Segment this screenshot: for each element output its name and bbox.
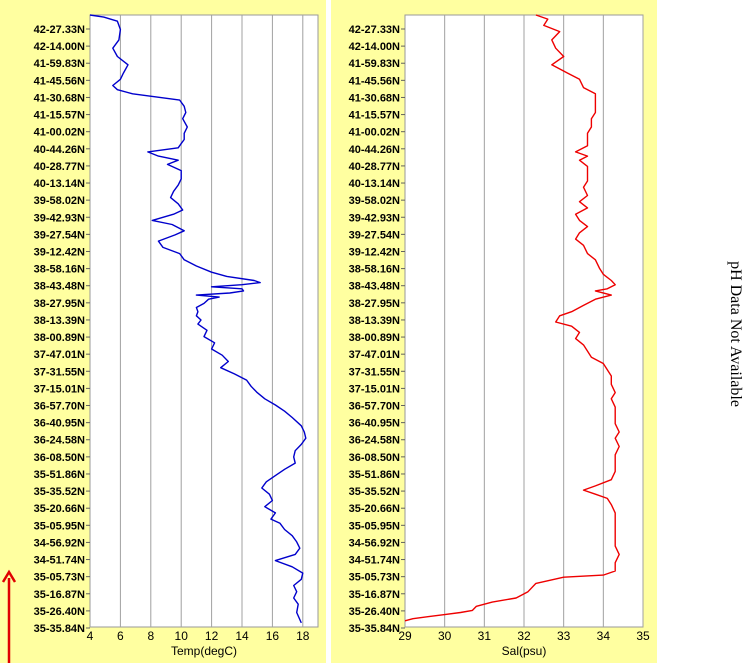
- sal-y-tick-label: 38-00.89N: [349, 332, 400, 344]
- temp-y-tick-label: 42-27.33N: [34, 24, 85, 36]
- sal-x-axis-label: Sal(psu): [502, 644, 547, 658]
- temp-y-tick-label: 40-13.14N: [34, 178, 85, 190]
- temp-y-tick-label: 36-57.70N: [34, 401, 85, 413]
- sal-y-tick-label: 38-58.16N: [349, 264, 400, 276]
- sal-y-tick-label: 35-05.73N: [349, 572, 400, 584]
- temp-y-tick-label: 41-30.68N: [34, 92, 85, 104]
- sal-y-tick-label: 41-15.57N: [349, 110, 400, 122]
- temp-y-tick-label: 35-26.40N: [34, 606, 85, 618]
- temp-y-tick-label: 41-45.56N: [34, 75, 85, 87]
- temp-y-tick-label: 37-47.01N: [34, 349, 85, 361]
- temp-y-tick-label: 38-00.89N: [34, 332, 85, 344]
- sal-y-tick-label: 42-14.00N: [349, 41, 400, 53]
- temp-y-tick-label: 38-27.95N: [34, 298, 85, 310]
- sal-x-tick-label: 35: [636, 629, 650, 643]
- sal-y-tick-label: 38-43.48N: [349, 281, 400, 293]
- temp-x-tick-label: 18: [296, 629, 310, 643]
- sal-x-tick-label: 29: [398, 629, 412, 643]
- sal-y-tick-label: 39-27.54N: [349, 229, 400, 241]
- temp-y-tick-label: 36-24.58N: [34, 435, 85, 447]
- sal-y-tick-label: 36-40.95N: [349, 418, 400, 430]
- sal-x-tick-label: 30: [438, 629, 452, 643]
- sal-y-tick-label: 37-47.01N: [349, 349, 400, 361]
- temp-y-tick-label: 35-20.66N: [34, 503, 85, 515]
- north-arrow: [1, 569, 17, 663]
- temp-x-tick-label: 10: [175, 629, 189, 643]
- sal-y-tick-label: 39-42.93N: [349, 212, 400, 224]
- sal-y-tick-label: 34-56.92N: [349, 537, 400, 549]
- temp-y-tick-label: 39-12.42N: [34, 246, 85, 258]
- sal-y-tick-label: 36-24.58N: [349, 435, 400, 447]
- sal-x-tick-label: 33: [557, 629, 571, 643]
- temp-y-tick-label: 37-31.55N: [34, 366, 85, 378]
- sal-y-tick-label: 40-13.14N: [349, 178, 400, 190]
- temp-y-tick-label: 38-13.39N: [34, 315, 85, 327]
- sal-y-tick-label: 38-13.39N: [349, 315, 400, 327]
- temp-y-tick-label: 41-00.02N: [34, 127, 85, 139]
- temp-y-tick-label: 35-05.73N: [34, 572, 85, 584]
- temp-x-tick-label: 12: [205, 629, 219, 643]
- sal-y-tick-label: 36-08.50N: [349, 452, 400, 464]
- sal-y-tick-label: 39-12.42N: [349, 246, 400, 258]
- temp-y-tick-label: 40-28.77N: [34, 161, 85, 173]
- temp-series-line: [89, 14, 307, 624]
- temp-y-tick-label: 39-58.02N: [34, 195, 85, 207]
- temp-y-tick-label: 41-59.83N: [34, 58, 85, 70]
- sal-y-tick-label: 35-51.86N: [349, 469, 400, 481]
- temp-x-tick-label: 4: [87, 629, 94, 643]
- temp-plot-area: [89, 14, 319, 628]
- sal-panel: 29 30 31 32 33 34 35 Sal(psu) 42-27.33N 42-14.00N…: [349, 14, 650, 658]
- temp-y-tick-label: 38-43.48N: [34, 281, 85, 293]
- temp-y-tick-label: 35-35.84N: [34, 623, 85, 635]
- temp-panel: 4 6 8 10 12 14 16 18 Temp(degC) 42-27.33N 42-14.00…: [34, 14, 319, 658]
- sal-y-tick-label: 41-59.83N: [349, 58, 400, 70]
- sal-y-tick-label: 42-27.33N: [349, 24, 400, 36]
- temp-y-tick-label: 35-16.87N: [34, 589, 85, 601]
- temp-y-tick-label: 42-14.00N: [34, 41, 85, 53]
- sal-y-tick-label: 41-45.56N: [349, 75, 400, 87]
- sal-y-tick-label: 35-20.66N: [349, 503, 400, 515]
- temp-y-tick-label: 35-05.95N: [34, 520, 85, 532]
- sal-y-tick-label: 35-35.84N: [349, 623, 400, 635]
- temp-y-tick-label: 34-51.74N: [34, 555, 85, 567]
- sal-y-tick-label: 39-58.02N: [349, 195, 400, 207]
- arrow-head: [1, 569, 17, 583]
- sal-y-tick-label: 40-28.77N: [349, 161, 400, 173]
- temp-y-tick-label: 40-44.26N: [34, 144, 85, 156]
- sal-y-tick-label: 37-15.01N: [349, 383, 400, 395]
- sal-y-tick-label: 37-31.55N: [349, 366, 400, 378]
- temp-x-tick-label: 16: [266, 629, 280, 643]
- temp-y-tick-label: 35-35.52N: [34, 486, 85, 498]
- temp-y-tick-label: 41-15.57N: [34, 110, 85, 122]
- temp-x-tick-label: 6: [117, 629, 124, 643]
- sal-x-tick-label: 31: [478, 629, 492, 643]
- sal-y-tick-label: 34-51.74N: [349, 555, 400, 567]
- sal-x-tick-label: 34: [597, 629, 611, 643]
- temp-y-tick-label: 39-27.54N: [34, 229, 85, 241]
- sal-y-tick-label: 35-26.40N: [349, 606, 400, 618]
- temp-y-tick-label: 35-51.86N: [34, 469, 85, 481]
- sal-y-tick-label: 35-05.95N: [349, 520, 400, 532]
- sal-y-tick-label: 38-27.95N: [349, 298, 400, 310]
- sal-y-tick-label: 40-44.26N: [349, 144, 400, 156]
- temp-y-tick-label: 37-15.01N: [34, 383, 85, 395]
- temp-x-tick-label: 14: [235, 629, 249, 643]
- ph-unavailable-label: pH Data Not Available: [727, 261, 744, 407]
- temp-x-axis-label: Temp(degC): [171, 644, 237, 658]
- temp-y-tick-label: 36-40.95N: [34, 418, 85, 430]
- sal-y-tick-label: 41-30.68N: [349, 92, 400, 104]
- temp-y-tick-label: 38-58.16N: [34, 264, 85, 276]
- sal-series-line: [404, 14, 620, 622]
- sal-y-tick-label: 41-00.02N: [349, 127, 400, 139]
- sal-y-tick-label: 36-57.70N: [349, 401, 400, 413]
- sal-y-tick-label: 35-35.52N: [349, 486, 400, 498]
- temp-y-tick-label: 36-08.50N: [34, 452, 85, 464]
- sal-y-tick-label: 35-16.87N: [349, 589, 400, 601]
- temp-y-tick-label: 39-42.93N: [34, 212, 85, 224]
- temp-x-tick-label: 8: [147, 629, 154, 643]
- temp-y-tick-label: 34-56.92N: [34, 537, 85, 549]
- sal-x-tick-label: 32: [517, 629, 531, 643]
- ph-note: pH Data Not Available: [727, 261, 744, 407]
